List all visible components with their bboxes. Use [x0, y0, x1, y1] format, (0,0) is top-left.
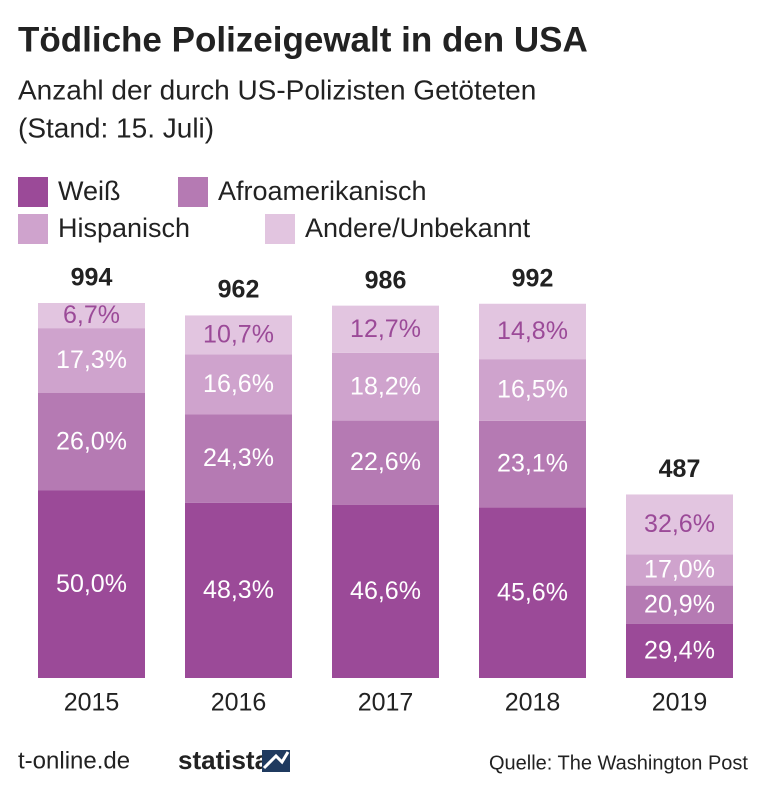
data-label: 24,3% — [203, 444, 274, 472]
x-tick-label: 2016 — [211, 689, 267, 717]
bar-segment — [626, 554, 733, 586]
data-label: 16,5% — [497, 376, 568, 404]
bar-segment — [626, 494, 733, 555]
bar-segment — [626, 623, 733, 678]
legend-label: Hispanisch — [58, 213, 190, 243]
bar-segment — [185, 502, 292, 678]
total-label: 487 — [659, 455, 701, 483]
bar-segment — [332, 420, 439, 505]
bar-segment — [479, 359, 586, 421]
legend-label: Afroamerikanisch — [218, 176, 427, 206]
legend-swatch — [178, 177, 208, 207]
bar-segment — [38, 393, 145, 491]
chart-title: Tödliche Polizeigewalt in den USA — [18, 20, 588, 59]
subtitle: Anzahl der durch US-Polizisten Getöteten — [18, 74, 536, 105]
bar-segment — [479, 420, 586, 508]
bar-segment — [185, 414, 292, 503]
bar-segment — [332, 305, 439, 353]
data-label: 16,6% — [203, 370, 274, 398]
bar-segment — [479, 507, 586, 678]
data-label: 18,2% — [350, 372, 421, 400]
x-tick-label: 2019 — [652, 689, 708, 717]
data-label: 26,0% — [56, 427, 127, 455]
legend-swatch — [265, 214, 295, 244]
bar-segment — [38, 490, 145, 678]
bar-segment — [626, 585, 733, 624]
total-label: 994 — [71, 264, 113, 292]
data-label: 12,7% — [350, 315, 421, 343]
data-label: 20,9% — [644, 590, 715, 618]
legend-label: Andere/Unbekannt — [305, 213, 531, 243]
data-label: 6,7% — [63, 301, 120, 329]
data-label: 17,0% — [644, 556, 715, 584]
data-label: 32,6% — [644, 510, 715, 538]
bar-segment — [38, 328, 145, 393]
legend-swatch — [18, 214, 48, 244]
bar-segment — [185, 315, 292, 355]
subtitle: (Stand: 15. Juli) — [18, 112, 214, 143]
x-tick-label: 2017 — [358, 689, 414, 717]
data-label: 17,3% — [56, 346, 127, 374]
statista-brand: statista — [178, 745, 270, 775]
data-label: 46,6% — [350, 577, 421, 605]
data-label: 48,3% — [203, 576, 274, 604]
total-label: 962 — [218, 276, 260, 304]
x-tick-label: 2015 — [64, 689, 120, 717]
x-tick-label: 2018 — [505, 689, 561, 717]
data-label: 23,1% — [497, 450, 568, 478]
bar-segment — [332, 504, 439, 678]
data-label: 50,0% — [56, 570, 127, 598]
data-label: 45,6% — [497, 578, 568, 606]
total-label: 992 — [512, 264, 554, 292]
total-label: 986 — [365, 267, 407, 295]
legend-swatch — [18, 177, 48, 207]
source: Quelle: The Washington Post — [489, 752, 748, 774]
footer-logo: t-online.de — [18, 747, 130, 774]
legend-label: Weiß — [58, 176, 121, 206]
bar-segment — [38, 303, 145, 329]
bar-segment — [332, 352, 439, 421]
data-label: 22,6% — [350, 448, 421, 476]
data-label: 10,7% — [203, 320, 274, 348]
bar-segment — [479, 303, 586, 360]
statista-icon — [262, 750, 290, 772]
bar-segment — [185, 354, 292, 415]
data-label: 29,4% — [644, 637, 715, 665]
data-label: 14,8% — [497, 317, 568, 345]
